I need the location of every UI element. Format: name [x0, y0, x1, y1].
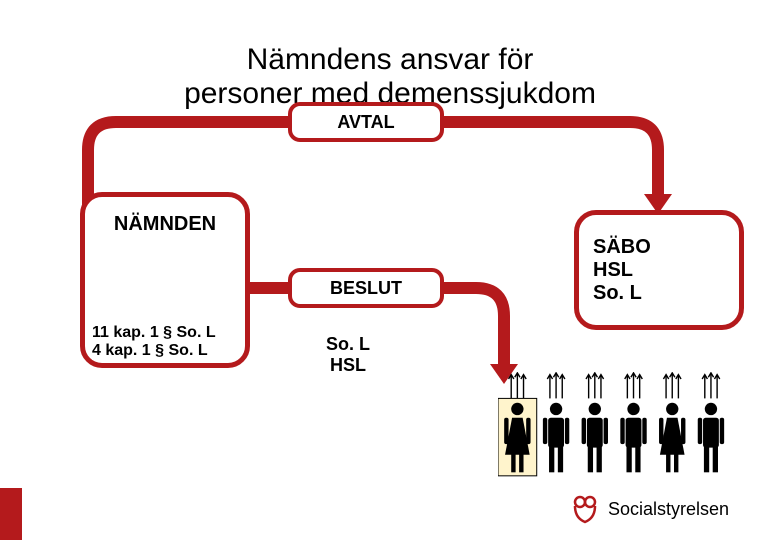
- footer-logo: Socialstyrelsen: [570, 494, 729, 524]
- label-kap: 11 kap. 1 § So. L 4 kap. 1 § So. L: [92, 324, 216, 360]
- box-sabo: SÄBO HSL So. L: [574, 210, 744, 330]
- red-bar: [0, 488, 22, 540]
- page-title: Nämndens ansvar för personer med demenss…: [0, 8, 780, 112]
- label-sol-hsl: So. L HSL: [326, 334, 370, 376]
- pictograms: [498, 372, 740, 478]
- footer-text: Socialstyrelsen: [608, 499, 729, 520]
- label-avtal: AVTAL: [337, 112, 394, 133]
- text-sol-hsl: So. L HSL: [326, 334, 370, 376]
- label-sabo: SÄBO HSL So. L: [593, 236, 651, 305]
- title-text: Nämndens ansvar för personer med demenss…: [184, 43, 596, 111]
- box-avtal: AVTAL: [288, 102, 444, 142]
- box-beslut: BESLUT: [288, 268, 444, 308]
- text-kap: 11 kap. 1 § So. L 4 kap. 1 § So. L: [92, 324, 216, 360]
- label-namnden: NÄMNDEN: [114, 213, 216, 236]
- socialstyrelsen-icon: [570, 494, 600, 524]
- label-beslut: BESLUT: [330, 278, 402, 299]
